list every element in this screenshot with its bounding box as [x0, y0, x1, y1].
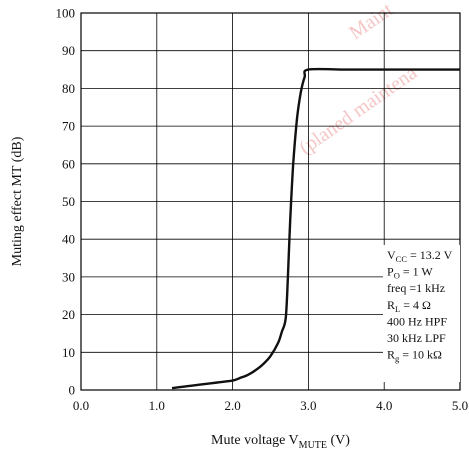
x-axis-title: Mute voltage VMUTE (V) [211, 433, 350, 451]
y-tick-label: 0 [69, 383, 76, 398]
x-tick-label: 0.0 [73, 398, 89, 413]
x-tick-label: 3.0 [300, 398, 316, 413]
y-tick-label: 90 [62, 43, 75, 58]
y-tick-label: 10 [62, 345, 75, 360]
condition-line: 30 kHz LPF [387, 331, 446, 345]
y-tick-label: 60 [62, 156, 75, 171]
y-tick-label: 50 [62, 194, 75, 209]
x-tick-labels: 0.0 1.0 2.0 3.0 4.0 5.0 [73, 398, 468, 413]
x-axis-title-main: Mute voltage V [211, 433, 299, 448]
series-line-0 [171, 67, 460, 390]
x-tick-label: 5.0 [452, 398, 468, 413]
watermark: Maint (planed maintena [295, 0, 421, 159]
y-tick-label: 40 [62, 232, 75, 247]
plot-frame [80, 12, 461, 391]
watermark-line-2: (planed maintena [295, 62, 421, 159]
x-tick-label: 2.0 [224, 398, 240, 413]
condition-line: freq =1 kHz [387, 281, 445, 295]
grid [81, 13, 460, 390]
condition-line: RL = 4 Ω [387, 298, 431, 314]
condition-line: VCC = 13.2 V [387, 248, 453, 264]
y-tick-label: 20 [62, 307, 75, 322]
conditions-background [383, 245, 460, 382]
y-tick-label: 30 [62, 269, 75, 284]
y-axis-title: Muting effect MT (dB) [10, 136, 25, 266]
y-tick-label: 80 [62, 81, 75, 96]
series-layer [171, 67, 460, 390]
condition-line: 400 Hz HPF [387, 314, 447, 328]
condition-line: Rg = 10 kΩ [387, 348, 442, 364]
x-axis-title-unit: (V) [327, 433, 350, 448]
x-axis-title-sub: MUTE [299, 440, 327, 451]
x-tick-label: 4.0 [376, 398, 392, 413]
x-tick-label: 1.0 [149, 398, 165, 413]
y-tick-labels: 0 10 20 30 40 50 60 70 80 90 100 [56, 6, 76, 398]
y-tick-label: 70 [62, 119, 75, 134]
y-tick-label: 100 [56, 6, 76, 21]
condition-line: PO = 1 W [387, 265, 433, 281]
watermark-line-1: Maint [345, 0, 397, 44]
